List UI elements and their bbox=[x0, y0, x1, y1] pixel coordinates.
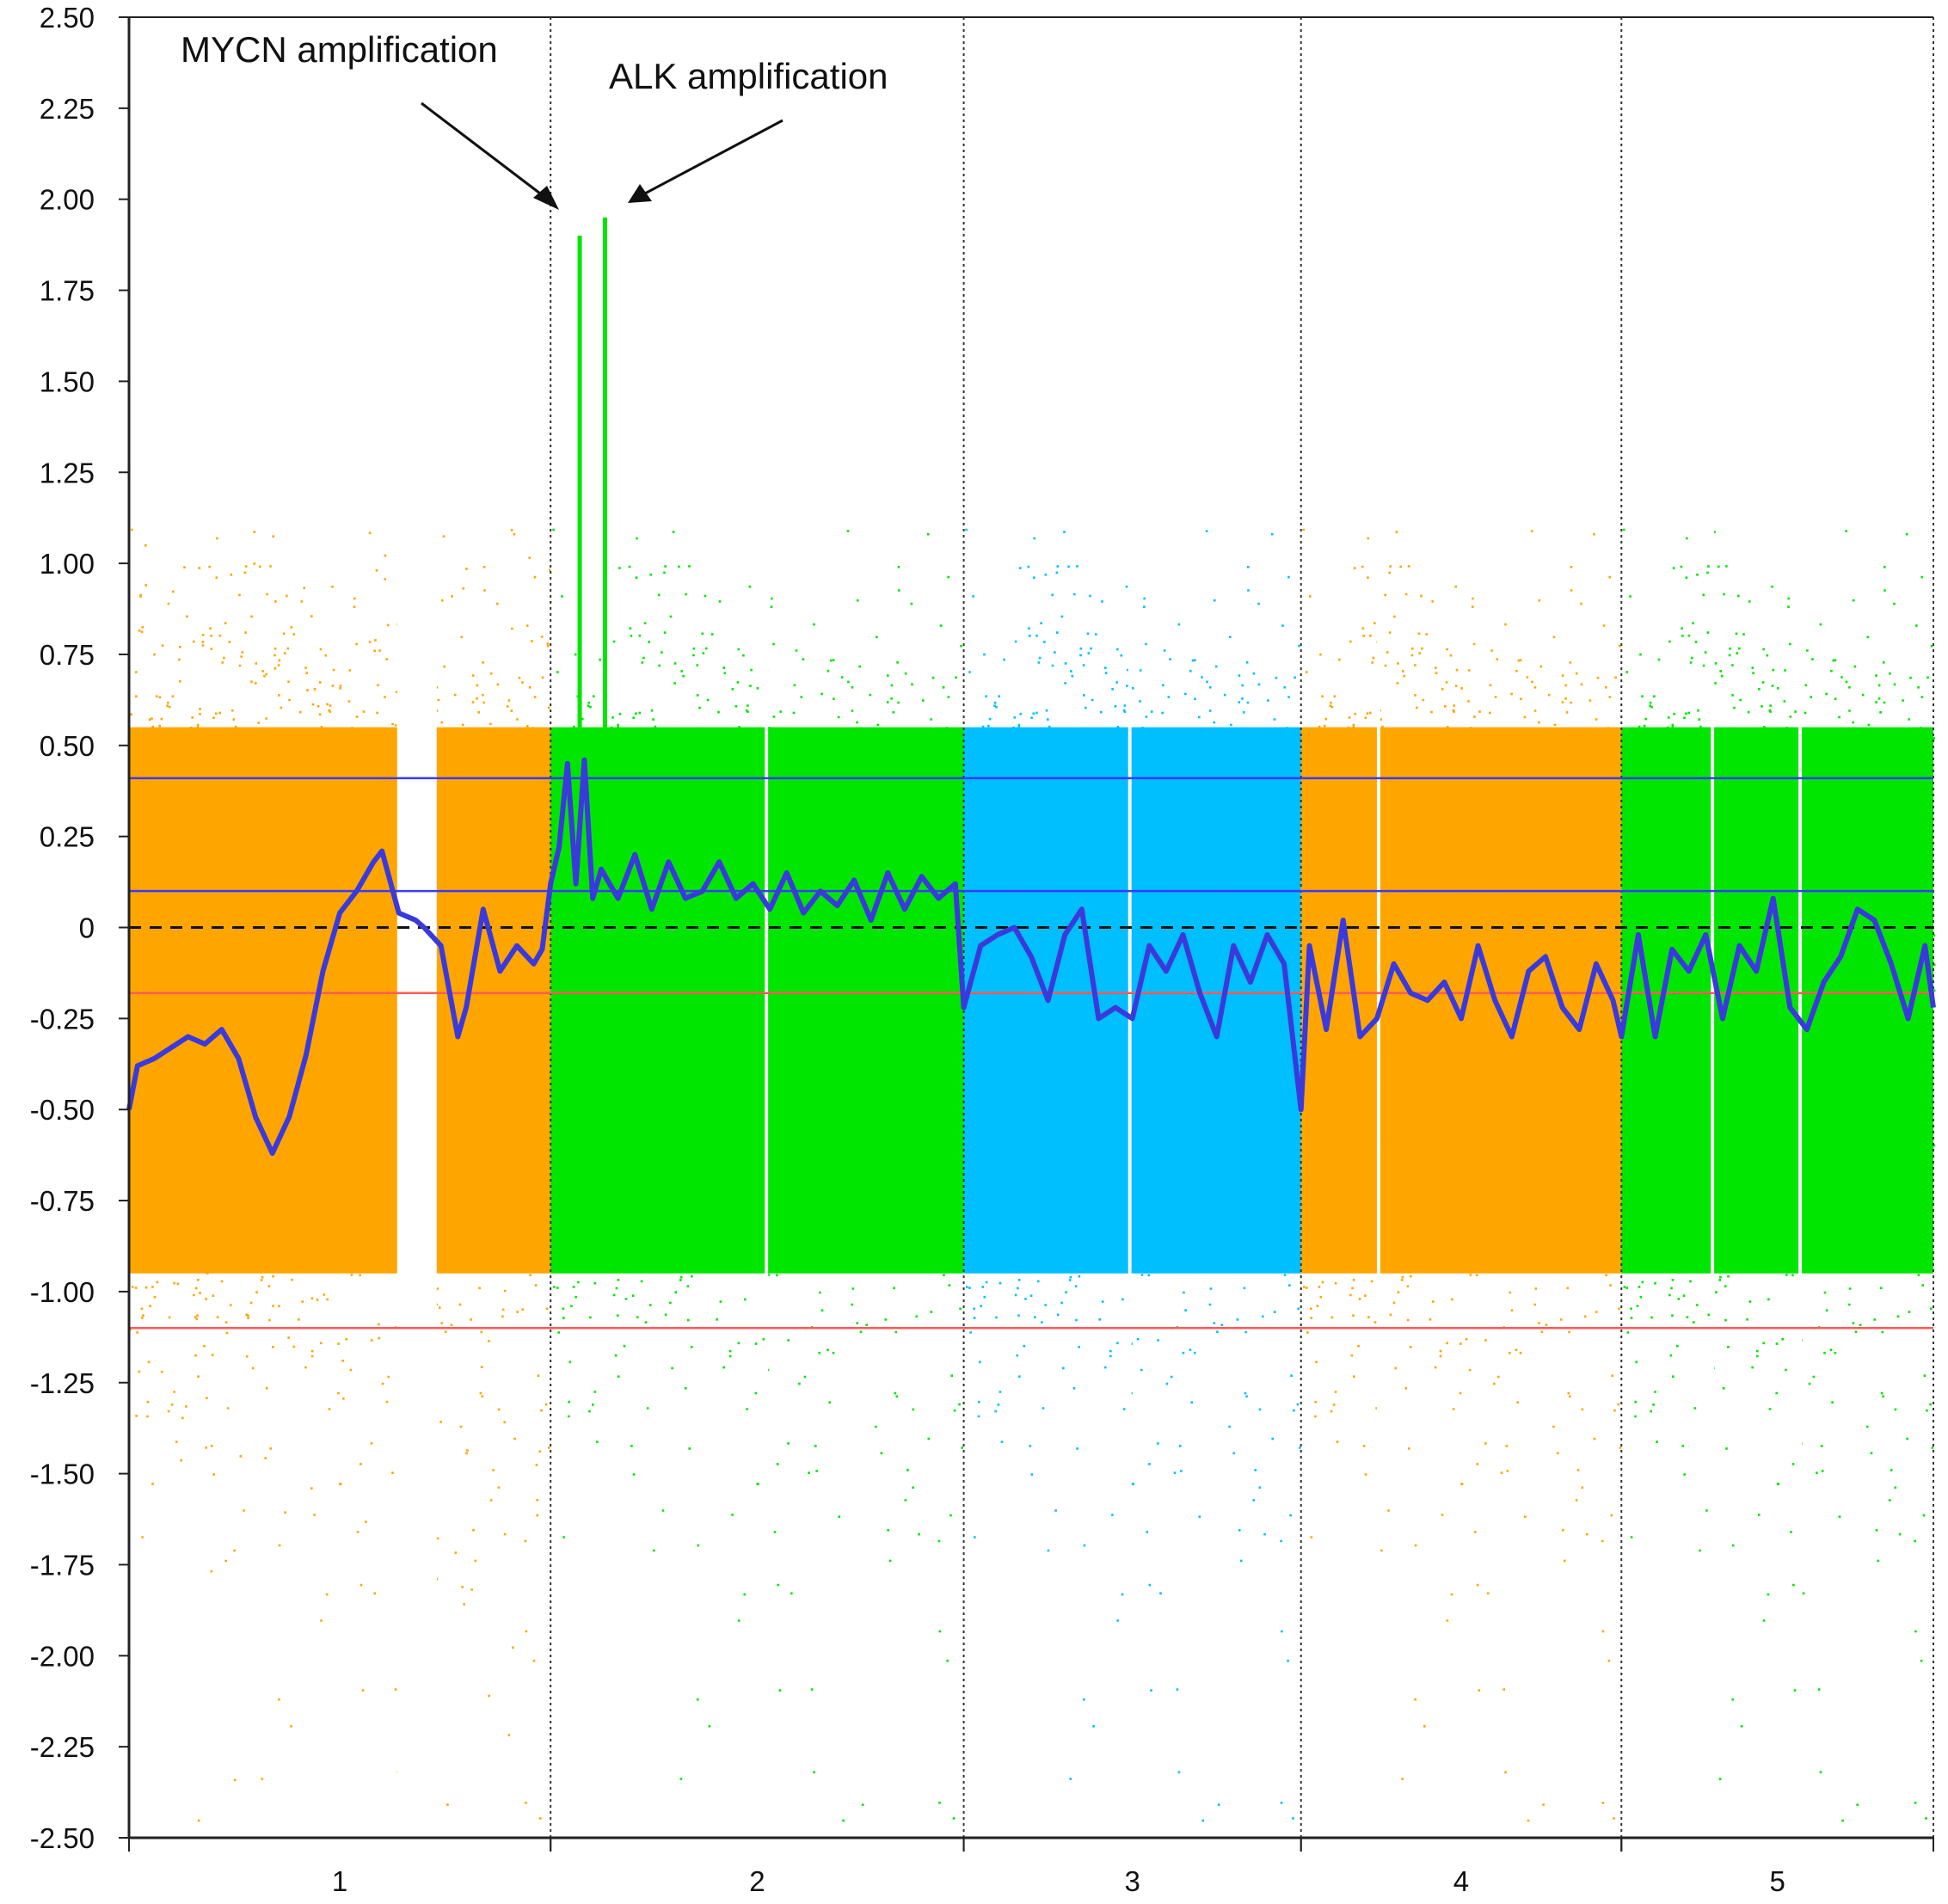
scatter-gap-5 bbox=[1798, 17, 1803, 1838]
y-tick-label: -1.00 bbox=[30, 1276, 95, 1308]
x-tick-label-chr-1: 1 bbox=[332, 1865, 347, 1897]
scatter-gap-4 bbox=[1711, 17, 1715, 1838]
segmentation-line bbox=[126, 757, 1936, 1156]
y-tick-label: -0.75 bbox=[30, 1185, 95, 1217]
annotation-alk-arrow bbox=[642, 119, 784, 196]
y-tick-label: 0.25 bbox=[40, 821, 95, 853]
y-tick-label: -1.25 bbox=[30, 1367, 95, 1399]
threshold-layer bbox=[129, 777, 1933, 1330]
x-tick-label-chr-2: 2 bbox=[749, 1865, 765, 1897]
axes-layer: 2.50 2.25 2.00 1.75 1.50 1.25 1.00 0.75 0.50 0.25… bbox=[30, 2, 1934, 1897]
y-tick-label: -0.50 bbox=[30, 1094, 95, 1126]
scatter-chr-4 bbox=[1300, 528, 1624, 1822]
scatter-chr-2 bbox=[550, 528, 967, 1822]
y-tick-label: -0.25 bbox=[30, 1003, 95, 1035]
scatter-chr-3 bbox=[963, 528, 1304, 1822]
scatter-core-chr-3 bbox=[963, 727, 1301, 1274]
y-tick-label: 2.50 bbox=[40, 2, 95, 34]
y-tick-label: 1.75 bbox=[40, 275, 95, 307]
x-tick-label-chr-4: 4 bbox=[1453, 1865, 1469, 1897]
segmentation-layer bbox=[126, 757, 1936, 1156]
y-tick-label: 2.25 bbox=[40, 93, 95, 125]
y-tick-label: 0 bbox=[79, 912, 95, 944]
y-tick-label: 0.75 bbox=[40, 639, 95, 671]
annotation-mycn-arrow bbox=[421, 101, 544, 198]
scatter-core-chr-4 bbox=[1300, 727, 1622, 1274]
y-tick-label: 1.50 bbox=[40, 365, 95, 397]
scatter-core-chr-2 bbox=[550, 727, 964, 1274]
x-tick-label-chr-5: 5 bbox=[1769, 1865, 1785, 1897]
y-tick-label: -1.75 bbox=[30, 1549, 95, 1581]
y-tick-label: -2.00 bbox=[30, 1640, 95, 1672]
scatter-core-chr-5 bbox=[1621, 727, 1933, 1274]
y-tick-label: 0.50 bbox=[40, 730, 95, 762]
y-tick-label: 1.00 bbox=[40, 548, 95, 580]
annotation-alk-arrowhead bbox=[628, 184, 652, 203]
annotation-alk: ALK amplification bbox=[609, 56, 888, 96]
scatter-chr-1 bbox=[129, 528, 553, 1822]
annotation-layer: MYCN amplification ALK amplification bbox=[181, 29, 888, 210]
scatter-gap-1 bbox=[765, 17, 769, 1838]
x-tick-label-chr-3: 3 bbox=[1124, 1865, 1140, 1897]
y-tick-label: -2.50 bbox=[30, 1822, 95, 1854]
y-tick-label: -1.50 bbox=[30, 1459, 95, 1490]
amplification-spike-0 bbox=[577, 236, 582, 746]
annotation-mycn: MYCN amplification bbox=[181, 29, 498, 70]
annotation-mycn-arrowhead bbox=[533, 186, 559, 210]
scatter-chr-5 bbox=[1621, 528, 1936, 1822]
y-tick-label: 1.25 bbox=[40, 457, 95, 488]
y-tick-label: 2.00 bbox=[40, 184, 95, 216]
amplification-spike-1 bbox=[602, 217, 607, 746]
scatter-layer bbox=[129, 17, 1936, 1838]
y-tick-label: -2.25 bbox=[30, 1731, 95, 1763]
